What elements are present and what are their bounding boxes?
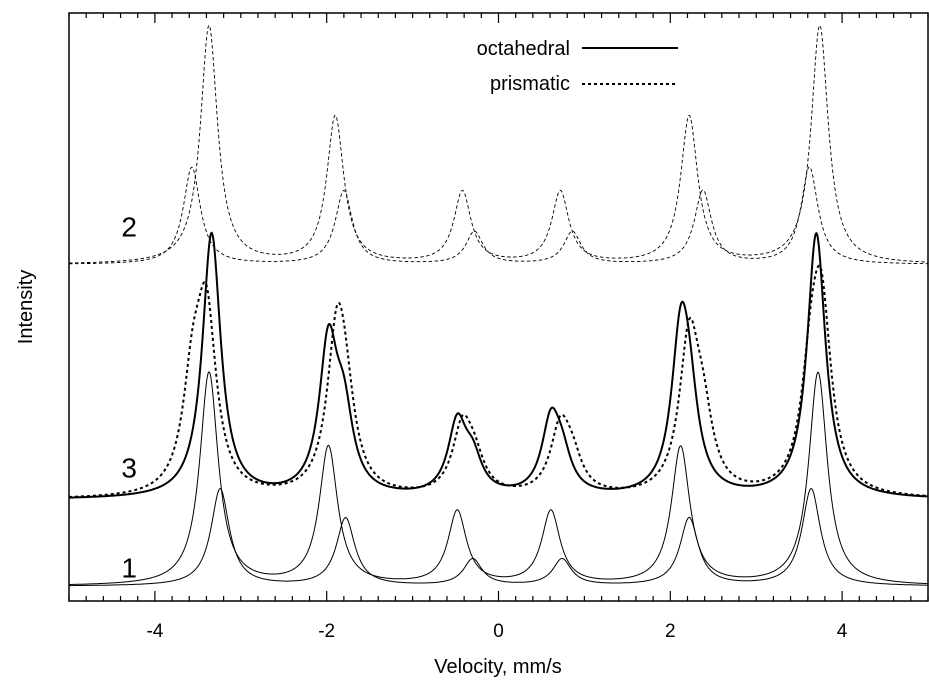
curve-label-2: 2 xyxy=(121,211,137,242)
x-tick-label: 0 xyxy=(493,621,504,642)
curves-layer xyxy=(68,24,929,587)
spectrum-curve-2-1 xyxy=(69,24,929,264)
spectrum-curve-2-2 xyxy=(69,166,928,265)
x-tick-label: 4 xyxy=(837,621,848,642)
spectrum-curve-3-1 xyxy=(69,231,928,499)
spectrum-curve-1-2 xyxy=(69,488,928,587)
y-axis-label: Intensity xyxy=(15,270,37,344)
curve-labels: 2 3 1 xyxy=(121,211,137,583)
legend-label-octahedral: octahedral xyxy=(477,38,570,60)
spectrum-curve-1-1 xyxy=(69,371,928,585)
x-tick-label: 2 xyxy=(665,621,676,642)
x-axis-label: Velocity, mm/s xyxy=(434,656,561,678)
legend: octahedral prismatic xyxy=(477,38,678,95)
legend-label-prismatic: prismatic xyxy=(490,73,570,95)
x-tick-label: -2 xyxy=(318,621,335,642)
curve-label-3: 3 xyxy=(121,453,137,484)
x-tick-label: -4 xyxy=(146,621,163,642)
x-tick-labels: -4 -2 0 2 4 xyxy=(146,621,847,642)
ticks-layer xyxy=(68,13,929,601)
curve-label-1: 1 xyxy=(121,552,137,583)
spectrum-curve-3-2 xyxy=(68,264,928,498)
